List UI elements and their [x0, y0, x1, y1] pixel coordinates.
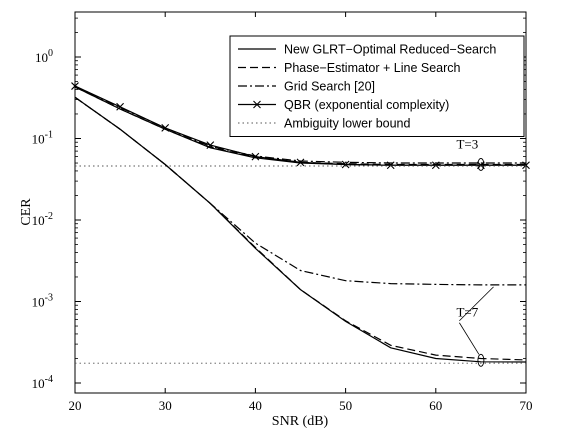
- y-tick-label: 10-2: [32, 211, 53, 228]
- x-tick-label: 70: [520, 398, 533, 413]
- legend-label: Grid Search [20]: [284, 80, 375, 94]
- x-axis-label: SNR (dB): [272, 414, 329, 429]
- series-line-7: [74, 96, 526, 286]
- x-tick-label: 30: [159, 398, 172, 413]
- series-marker: [431, 161, 440, 170]
- series-marker: [206, 141, 215, 149]
- series-marker: [341, 160, 350, 169]
- series-line-1: [74, 86, 526, 166]
- legend-label: Ambiguity lower bound: [284, 117, 411, 131]
- group-ellipse: [477, 353, 485, 367]
- annotation-leader: [459, 286, 494, 322]
- group-ellipse: [477, 158, 485, 171]
- legend-marker: [253, 100, 261, 109]
- x-tick-label: 20: [69, 398, 82, 413]
- x-tick-label: 60: [429, 398, 442, 413]
- legend-label: New GLRT−Optimal Reduced−Search: [284, 43, 496, 57]
- series-marker: [161, 123, 170, 132]
- series-layer: [71, 82, 530, 364]
- annotation-label: T=3: [456, 137, 478, 152]
- series-line-2: [74, 85, 526, 164]
- series-marker: [386, 161, 395, 170]
- y-tick-label: 10-3: [32, 293, 53, 310]
- legend-label: QBR (exponential complexity): [284, 98, 449, 112]
- x-tick-label: 50: [339, 398, 352, 413]
- x-tick-label: 40: [249, 398, 262, 413]
- legend-box: [229, 35, 525, 137]
- series-marker: [296, 158, 305, 167]
- legend-label: Phase−Estimator + Line Search: [284, 61, 461, 75]
- series-marker: [251, 152, 260, 161]
- annotations: T=3T=7: [456, 137, 494, 367]
- series-marker: [71, 82, 79, 90]
- legend: New GLRT−Optimal Reduced−Search Phase−Est…: [229, 35, 525, 137]
- y-tick-label: 10-1: [32, 130, 53, 147]
- y-tick-label: 100: [35, 48, 53, 65]
- y-axis-label: CER: [19, 198, 34, 226]
- series-marker: [116, 102, 124, 111]
- y-tick-label: 10-4: [32, 374, 53, 391]
- series-marker: [522, 161, 530, 170]
- axis-ticks: 20 30 40 50 60 70 10-4 10-3 10-2 10-1 100: [32, 12, 533, 413]
- annotation-leader: [459, 322, 480, 355]
